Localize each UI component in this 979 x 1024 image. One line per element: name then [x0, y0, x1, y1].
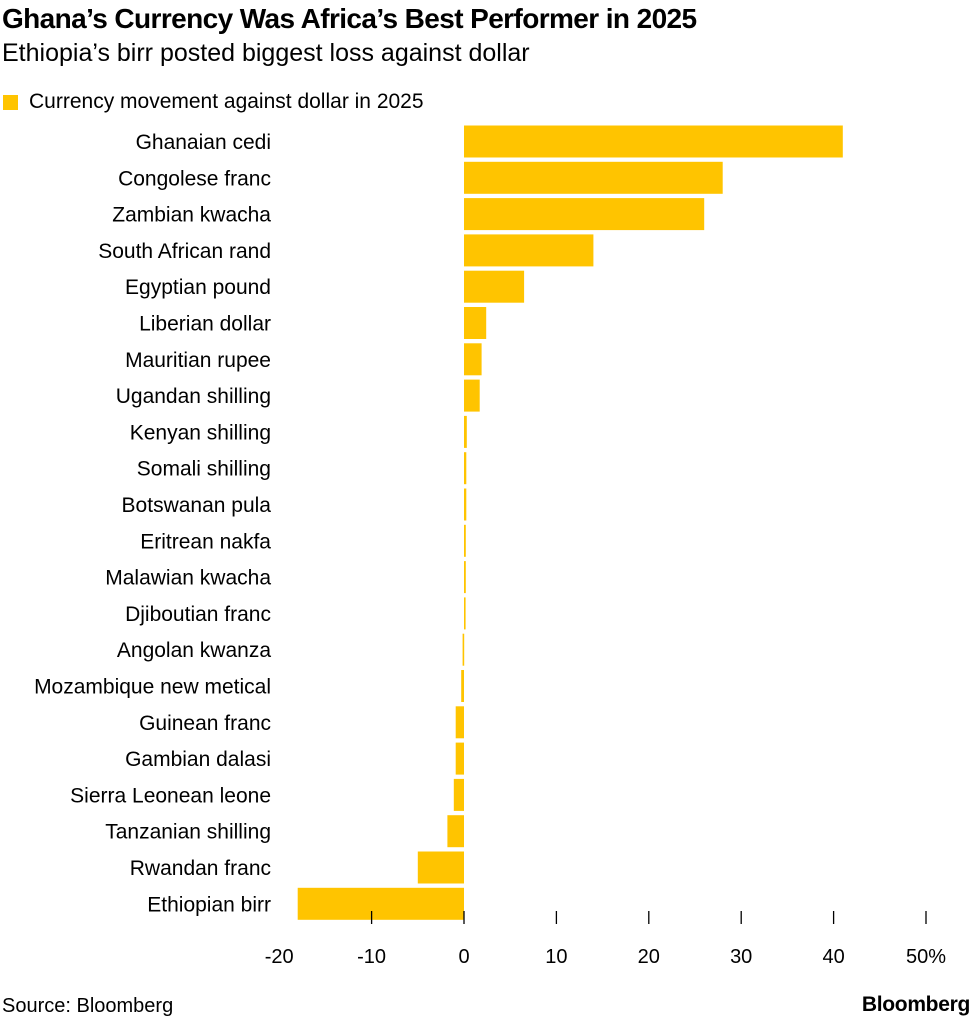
- category-label: Egyptian pound: [125, 276, 271, 299]
- x-tick-label: 20: [638, 946, 660, 968]
- bar-mozambique-new-metical: [461, 670, 464, 702]
- x-tick-label: 40: [822, 946, 844, 968]
- category-label: Tanzanian shilling: [105, 821, 271, 844]
- bar-rwandan-franc: [417, 851, 464, 884]
- bar-ethiopian-birr: [297, 887, 464, 920]
- category-label: Rwandan franc: [130, 857, 271, 880]
- category-label: Mauritian rupee: [125, 349, 271, 372]
- bar-kenyan-shilling: [464, 415, 467, 448]
- source-note: Source: Bloomberg: [2, 995, 174, 1017]
- category-label: Zambian kwacha: [112, 204, 271, 227]
- bar-sierra-leonean-leone: [453, 778, 464, 811]
- bar-mauritian-rupee: [464, 343, 482, 376]
- bar-congolese-franc: [464, 161, 723, 194]
- x-tick-label: 50%: [906, 946, 946, 968]
- bar-ghanaian-cedi: [464, 125, 843, 158]
- x-tick-label: 0: [458, 946, 469, 968]
- category-label: Eritrean nakfa: [140, 530, 271, 553]
- bar-botswanan-pula: [464, 488, 467, 521]
- category-label: Ugandan shilling: [116, 385, 271, 408]
- category-label: Gambian dalasi: [125, 748, 271, 771]
- chart-subtitle: Ethiopia’s birr posted biggest loss agai…: [2, 39, 530, 67]
- bar-angolan-kwanza: [462, 633, 465, 666]
- category-label: Guinean franc: [139, 712, 271, 735]
- legend-swatch: [3, 94, 18, 110]
- x-tick-label: 30: [730, 946, 752, 968]
- category-label: South African rand: [98, 240, 271, 263]
- category-label: Djiboutian franc: [125, 603, 271, 626]
- category-label: Botswanan pula: [122, 494, 272, 517]
- x-tick-label: 10: [545, 946, 567, 968]
- chart-title: Ghana’s Currency Was Africa’s Best Perfo…: [2, 3, 697, 34]
- category-label: Congolese franc: [118, 167, 271, 190]
- bar-somali-shilling: [464, 452, 467, 485]
- bar-malawian-kwacha: [464, 561, 466, 594]
- x-tick-label: -20: [265, 946, 294, 968]
- category-label: Sierra Leonean leone: [70, 784, 271, 807]
- bar-guinean-franc: [455, 706, 464, 739]
- category-label: Mozambique new metical: [34, 676, 271, 699]
- category-label: Liberian dollar: [139, 313, 271, 336]
- category-label: Malawian kwacha: [105, 567, 271, 590]
- bar-egyptian-pound: [464, 270, 525, 303]
- category-label: Ethiopian birr: [147, 893, 271, 916]
- category-label: Ghanaian cedi: [136, 131, 271, 154]
- category-label: Somali shilling: [137, 458, 271, 481]
- bar-gambian-dalasi: [455, 742, 464, 775]
- bar-liberian-dollar: [464, 307, 487, 339]
- x-tick-label: -10: [357, 946, 386, 968]
- category-label: Angolan kwanza: [117, 639, 271, 662]
- bar-eritrean-nakfa: [464, 524, 466, 557]
- brand-logo: Bloomberg: [861, 993, 970, 1016]
- legend: Currency movement against dollar in 2025: [3, 88, 424, 116]
- bar-ugandan-shilling: [464, 379, 480, 412]
- legend-label: Currency movement against dollar in 2025: [29, 90, 424, 113]
- bar-djiboutian-franc: [464, 597, 466, 630]
- bar-south-african-rand: [464, 234, 594, 267]
- category-label: Kenyan shilling: [130, 421, 271, 444]
- bar-zambian-kwacha: [464, 198, 705, 231]
- bar-tanzanian-shilling: [447, 815, 464, 848]
